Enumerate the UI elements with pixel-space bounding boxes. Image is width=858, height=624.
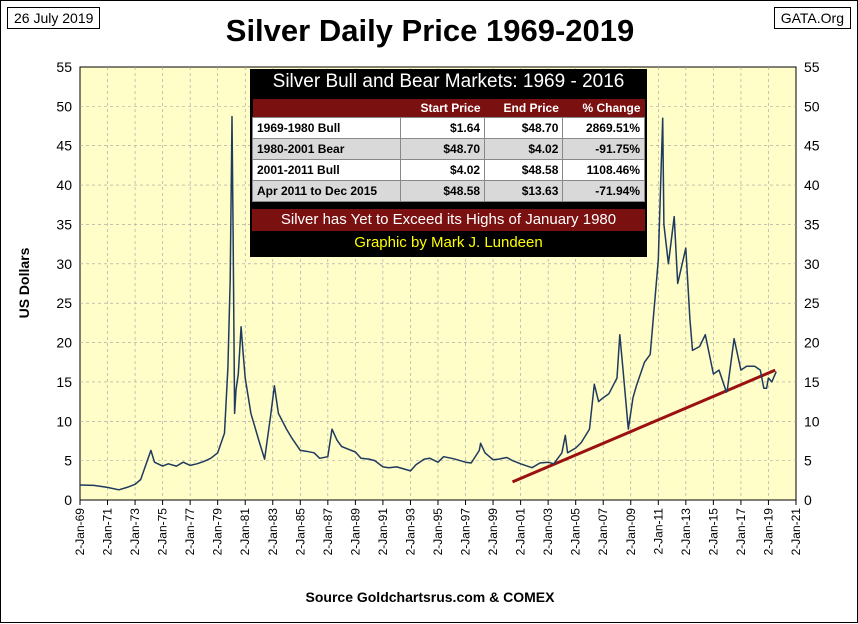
y-tick-label: 45 bbox=[56, 138, 72, 154]
x-tick-label: 2-Jan-13 bbox=[679, 508, 693, 556]
y-tick-label-right: 0 bbox=[804, 492, 812, 508]
x-tick-label: 2-Jan-85 bbox=[293, 508, 307, 556]
table-cell: $13.63 bbox=[484, 180, 564, 202]
price-line bbox=[79, 115, 777, 491]
header-cell: % Change bbox=[562, 99, 645, 118]
table-cell: 1969-1980 Bull bbox=[252, 117, 401, 139]
x-tick-label: 2-Jan-19 bbox=[761, 508, 775, 556]
table-banner: Silver has Yet to Exceed its Highs of Ja… bbox=[252, 209, 645, 231]
table-cell: -71.94% bbox=[562, 180, 645, 202]
y-tick-label-right: 55 bbox=[804, 59, 820, 75]
graphic-credit: Graphic by Mark J. Lundeen bbox=[252, 232, 645, 254]
table-row: 1980-2001 Bear $48.70 $4.02 -91.75% bbox=[252, 138, 645, 160]
x-tick-label: 2-Jan-73 bbox=[128, 508, 142, 556]
y-tick-label: 50 bbox=[56, 98, 72, 114]
table-cell: $48.58 bbox=[399, 180, 486, 202]
table-row: 2001-2011 Bull $4.02 $48.58 1108.46% bbox=[252, 159, 645, 181]
x-tick-label: 2-Jan-05 bbox=[569, 508, 583, 556]
y-tick-label-right: 20 bbox=[804, 335, 820, 351]
source-note: Source Goldchartsrus.com & COMEX bbox=[305, 589, 555, 605]
x-tick-label: 2-Jan-77 bbox=[183, 508, 197, 556]
y-tick-label: 0 bbox=[64, 492, 72, 508]
y-tick-label-right: 40 bbox=[804, 177, 820, 193]
source-tag: GATA.Org bbox=[773, 7, 851, 29]
x-tick-label: 2-Jan-93 bbox=[403, 508, 417, 556]
y-tick-label: 25 bbox=[56, 295, 72, 311]
trend-line bbox=[511, 368, 776, 484]
y-tick-label-right: 10 bbox=[804, 413, 820, 429]
x-tick-label: 2-Jan-09 bbox=[624, 508, 638, 556]
x-tick-label: 2-Jan-79 bbox=[211, 508, 225, 556]
bull-bear-table: Silver Bull and Bear Markets: 1969 - 201… bbox=[250, 69, 647, 257]
y-tick-label: 5 bbox=[64, 453, 72, 469]
x-tick-label: 2-Jan-91 bbox=[376, 508, 390, 556]
x-tick-label: 2-Jan-87 bbox=[321, 508, 335, 556]
y-tick-label-right: 50 bbox=[804, 98, 820, 114]
y-tick-label-right: 25 bbox=[804, 295, 820, 311]
y-tick-label: 30 bbox=[56, 256, 72, 272]
table-cell: $48.58 bbox=[484, 159, 564, 181]
x-tick-label: 2-Jan-95 bbox=[431, 508, 445, 556]
grid-lines bbox=[80, 67, 796, 500]
x-tick-label: 2-Jan-07 bbox=[596, 508, 610, 556]
x-tick-label: 2-Jan-69 bbox=[73, 508, 87, 556]
table-cell: 1108.46% bbox=[562, 159, 645, 181]
header-cell: End Price bbox=[484, 99, 563, 118]
y-tick-label: 55 bbox=[56, 59, 72, 75]
y-tick-label: 10 bbox=[56, 413, 72, 429]
x-tick-label: 2-Jan-03 bbox=[541, 508, 555, 556]
y-tick-label-right: 15 bbox=[804, 374, 820, 390]
x-tick-label: 2-Jan-81 bbox=[238, 508, 252, 556]
x-tick-label: 2-Jan-21 bbox=[789, 508, 803, 556]
x-tick-label: 2-Jan-97 bbox=[459, 508, 473, 556]
table-cell: -91.75% bbox=[562, 138, 645, 160]
x-tick-label: 2-Jan-75 bbox=[156, 508, 170, 556]
header-cell: Start Price bbox=[400, 99, 485, 118]
y-tick-label-right: 30 bbox=[804, 256, 820, 272]
x-tick-label: 2-Jan-83 bbox=[266, 508, 280, 556]
y-axis-label: US Dollars bbox=[16, 247, 32, 318]
x-tick-label: 2-Jan-17 bbox=[734, 508, 748, 556]
table-row: 1969-1980 Bull $1.64 $48.70 2869.51% bbox=[252, 117, 645, 139]
table-row: Apr 2011 to Dec 2015 $48.58 $13.63 -71.9… bbox=[252, 180, 645, 202]
y-tick-label-right: 35 bbox=[804, 216, 820, 232]
x-tick-label: 2-Jan-99 bbox=[486, 508, 500, 556]
market-table: Start Price End Price % Change 1969-1980… bbox=[252, 99, 645, 202]
table-cell: $4.02 bbox=[484, 138, 564, 160]
table-cell: $48.70 bbox=[484, 117, 564, 139]
y-tick-label-right: 5 bbox=[804, 453, 812, 469]
y-tick-label: 15 bbox=[56, 374, 72, 390]
table-header-row: Start Price End Price % Change bbox=[252, 99, 645, 118]
x-tick-label: 2-Jan-15 bbox=[706, 508, 720, 556]
table-cell: 2869.51% bbox=[562, 117, 645, 139]
header-cell bbox=[252, 99, 401, 118]
date-label: 26 July 2019 bbox=[7, 7, 101, 29]
x-tick-label: 2-Jan-71 bbox=[101, 508, 115, 556]
table-cell: $48.70 bbox=[399, 138, 486, 160]
table-cell: 2001-2011 Bull bbox=[252, 159, 401, 181]
y-tick-label: 40 bbox=[56, 177, 72, 193]
table-cell: $4.02 bbox=[399, 159, 486, 181]
y-tick-label: 35 bbox=[56, 216, 72, 232]
table-title: Silver Bull and Bear Markets: 1969 - 201… bbox=[272, 71, 625, 92]
y-tick-label-right: 45 bbox=[804, 138, 820, 154]
chart-title: Silver Daily Price 1969-2019 bbox=[225, 13, 635, 48]
x-tick-label: 2-Jan-89 bbox=[348, 508, 362, 556]
y-tick-label: 20 bbox=[56, 335, 72, 351]
table-cell: $1.64 bbox=[399, 117, 486, 139]
x-tick-label: 2-Jan-01 bbox=[514, 508, 528, 556]
table-cell: 1980-2001 Bear bbox=[252, 138, 401, 160]
table-cell: Apr 2011 to Dec 2015 bbox=[252, 180, 401, 202]
x-tick-label: 2-Jan-11 bbox=[651, 508, 665, 555]
